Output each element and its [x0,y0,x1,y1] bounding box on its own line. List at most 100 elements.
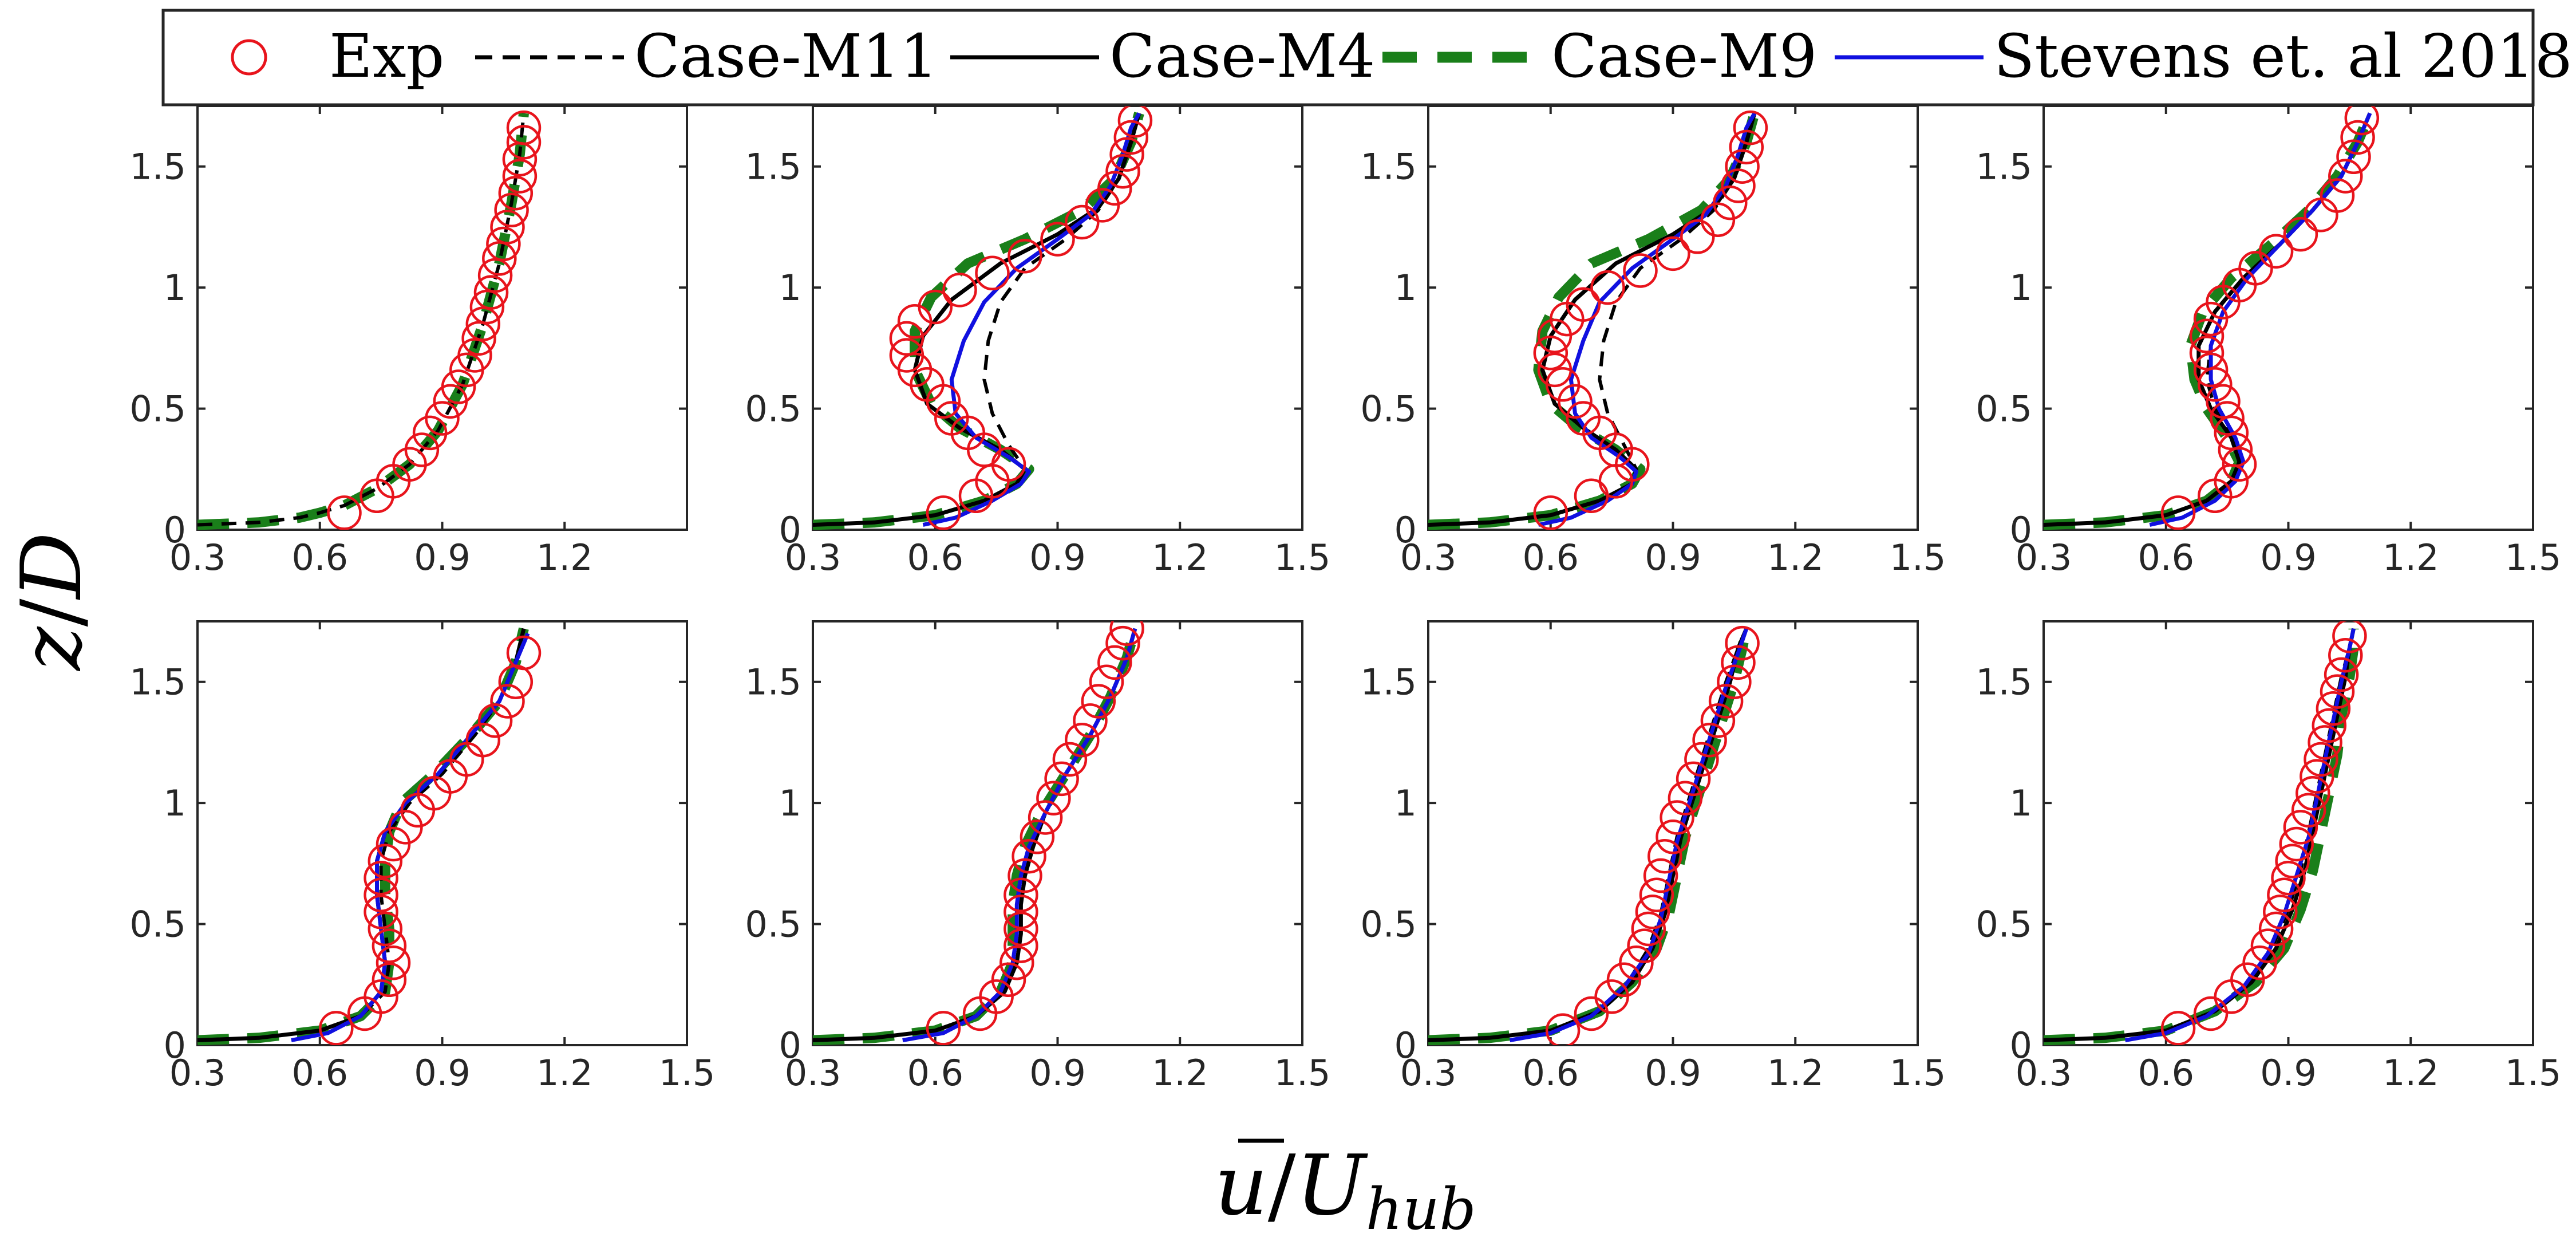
legend-label-stevens: Stevens et. al 2018 [1994,21,2573,91]
legend-label-m9: Case-M9 [1551,21,1817,91]
y-tick-label: 0.5 [129,388,186,430]
exp-point [2250,928,2286,963]
panel-frame [812,105,1303,531]
exp-point [1627,928,1662,963]
x-axis-label-slash: / [1268,1137,1296,1234]
exp-point [1594,979,1629,1014]
y-tick-label: 1 [779,267,801,309]
exp-point [889,321,924,356]
y-tick-label: 1 [164,782,186,824]
series-line-m9 [1428,627,1752,1045]
x-tick-label: 0.3 [785,537,841,578]
exp-point [498,175,534,211]
x-axis-label-hub: hub [1366,1176,1476,1243]
series-line-stevens [2124,628,2356,1042]
exp-point [1085,188,1120,223]
exp-point [1036,781,1071,815]
exp-point [1566,287,1601,322]
x-tick-label: 1.5 [1274,1052,1331,1094]
exp-point [926,1011,961,1045]
exp-point [1680,219,1715,254]
exp-point [1008,858,1042,893]
series-line-m9 [2044,628,2359,1045]
y-tick-label: 0.5 [1976,388,2032,430]
x-tick-label: 0.6 [1522,1052,1579,1094]
exp-point [2328,159,2363,194]
exp-point [372,928,407,963]
plot-area [2044,106,2380,530]
exp-point [2279,826,2314,862]
exp-point [1020,819,1055,854]
exp-point [2193,996,2229,1031]
panel-row1-col2: 0.3 0.6 0.9 1.2 1.5 0 0.5 1 1.5 [745,105,1330,578]
exp-point [482,241,517,276]
x-tick-label: 0.3 [1400,537,1457,578]
exp-point [465,722,501,758]
exp-point [368,844,403,878]
exp-point [1717,664,1752,699]
panel-row1-col4: 0.3 0.6 0.9 1.2 1.5 0 0.5 1 1.5 [1976,105,2561,578]
exp-point [2193,301,2229,337]
exp-point [1044,761,1079,797]
exp-point [490,210,525,245]
series-line-stevens [1538,112,1757,527]
exp-point [1073,703,1108,738]
exp-point [2230,962,2265,998]
exp-point [404,432,440,467]
y-tick-label: 0.5 [129,904,186,945]
exp-point [1545,1013,1581,1045]
x-tick-label: 1.5 [1890,537,1946,578]
y-tick-label: 0.5 [1360,904,1417,945]
exp-point [2316,691,2351,726]
exp-point [1089,664,1124,699]
panel-frame [196,105,688,531]
svg-text:u/Uhub: u/Uhub [1214,1137,1476,1243]
exp-point [364,860,398,896]
y-axis-label: z/D [3,532,100,672]
legend: Exp Case-M11 Case-M4 Case-M9 Stevens et.… [161,9,2573,107]
legend-label-m11: Case-M11 [634,21,938,91]
exp-point [1081,684,1116,719]
y-tick-label: 0 [779,1025,801,1066]
x-tick-label: 1.5 [2505,1052,2562,1094]
x-tick-label: 1.2 [1767,537,1824,578]
x-tick-label: 1.2 [1767,1052,1824,1094]
exp-point [1537,352,1573,388]
series-line-stevens [291,632,530,1042]
exp-point [364,979,398,1014]
series-line-m11 [813,628,1137,1042]
exp-point [975,255,1010,291]
exp-point [1708,684,1744,719]
exp-point [2275,844,2310,878]
exp-point [1065,204,1100,240]
exp-point [1065,722,1100,758]
y-tick-label: 1 [779,782,801,824]
x-tick-label: 0.3 [169,537,226,578]
exp-point [2332,621,2367,653]
x-tick-label: 0.6 [1522,537,1579,578]
exp-point [2189,336,2225,371]
y-tick-label: 1.5 [745,146,801,188]
exp-point [1729,129,1764,165]
exp-point [506,635,542,671]
x-axis-label-u: u [1214,1137,1267,1234]
panel-frame [812,620,1303,1046]
exp-point [1725,625,1760,661]
exp-point [1700,202,1736,237]
series-line-m11 [2044,628,2356,1042]
exp-point [2304,742,2338,777]
x-tick-label: 1.2 [536,1052,593,1094]
y-tick-label: 1 [1394,782,1417,824]
exp-point [469,289,505,325]
exp-point [1008,238,1042,274]
y-tick-label: 1 [1394,267,1417,309]
y-tick-label: 0 [779,509,801,551]
panel-frame [2042,620,2534,1046]
exp-point [1533,495,1568,530]
exp-point [2328,637,2363,673]
exp-point [1619,945,1654,980]
x-tick-label: 1.2 [1152,537,1208,578]
exp-point [1109,621,1144,646]
x-tick-label: 0.9 [1645,537,1701,578]
